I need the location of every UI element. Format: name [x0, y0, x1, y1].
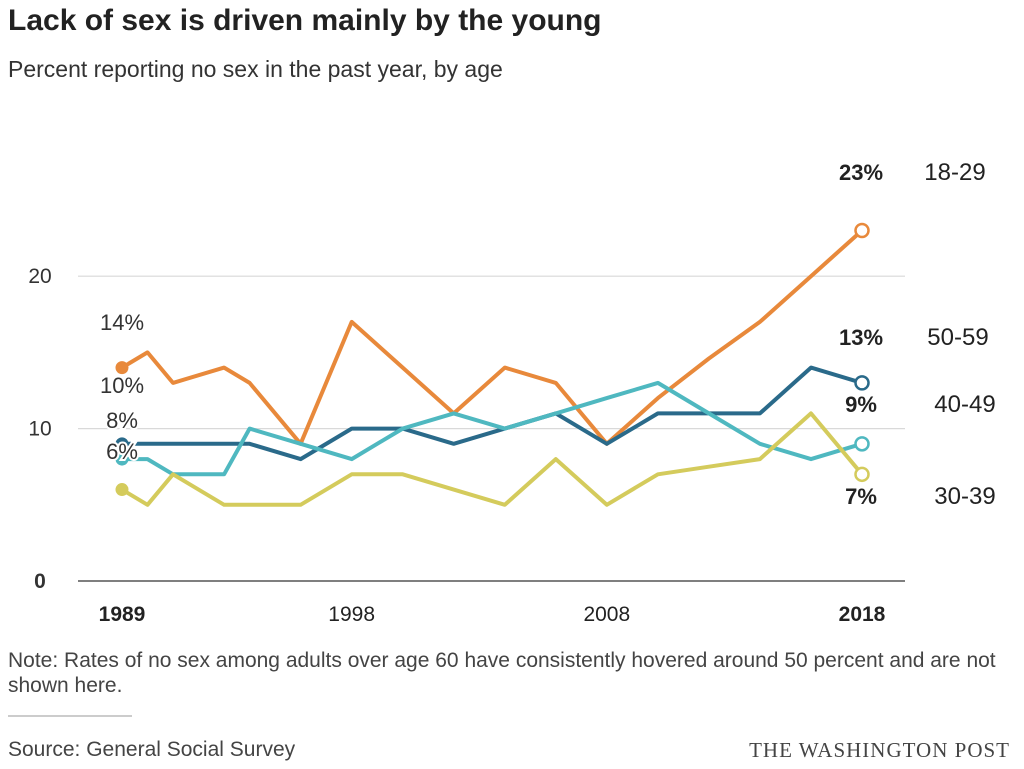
series-end-point-30-39 — [854, 466, 870, 483]
y-tick-label: 20 — [28, 265, 51, 288]
series-name-label-50-59: 50-59 — [927, 324, 988, 351]
series-end-point-50-59 — [854, 375, 870, 391]
data-label-start-30-39: 6% — [106, 439, 138, 464]
series-line-50-59 — [120, 365, 864, 462]
series-line-40-49 — [120, 380, 864, 477]
series-end-point-18-29 — [854, 222, 870, 239]
footer-divider — [8, 715, 132, 717]
chart-title: Lack of sex is driven mainly by the youn… — [8, 4, 602, 37]
data-label-start-50-59: 8% — [106, 408, 138, 433]
publisher-logo: THE WASHINGTON POST — [749, 738, 1010, 762]
data-label-end-40-49: 9% — [845, 392, 877, 417]
y-tick-label: 10 — [28, 418, 51, 441]
series-start-point-30-39 — [115, 483, 129, 497]
source-text: Source: General Social Survey — [8, 738, 296, 761]
series-start-point-18-29 — [115, 361, 129, 375]
chart-note: Note: Rates of no sex among adults over … — [8, 649, 996, 697]
series-name-label-30-39: 30-39 — [934, 483, 995, 510]
series-name-label-40-49: 40-49 — [934, 391, 995, 418]
x-tick-label: 2008 — [583, 603, 630, 626]
series-start-point-40-49 — [115, 452, 129, 466]
series-start-point-50-59 — [115, 437, 129, 451]
line-chart: 0 10 20 1989 1998 2008 2018 14% 23% 18-29 8% 13% 50-… — [28, 159, 995, 626]
x-tick-label: 1989 — [99, 603, 146, 626]
x-tick-label: 1998 — [328, 603, 375, 626]
series-line-30-39 — [120, 411, 864, 507]
chart-subtitle: Percent reporting no sex in the past yea… — [8, 56, 503, 82]
y-tick-label: 0 — [34, 570, 46, 593]
data-label-end-50-59: 13% — [839, 325, 883, 350]
data-label-start-18-29: 14% — [100, 310, 144, 335]
x-tick-label: 2018 — [839, 603, 886, 626]
data-label-end-30-39: 7% — [845, 484, 877, 509]
series-name-label-18-29: 18-29 — [924, 159, 985, 186]
series-end-point-40-49 — [854, 436, 870, 452]
data-label-start-40-49: 10% — [100, 373, 144, 398]
data-label-end-18-29: 23% — [839, 160, 883, 185]
